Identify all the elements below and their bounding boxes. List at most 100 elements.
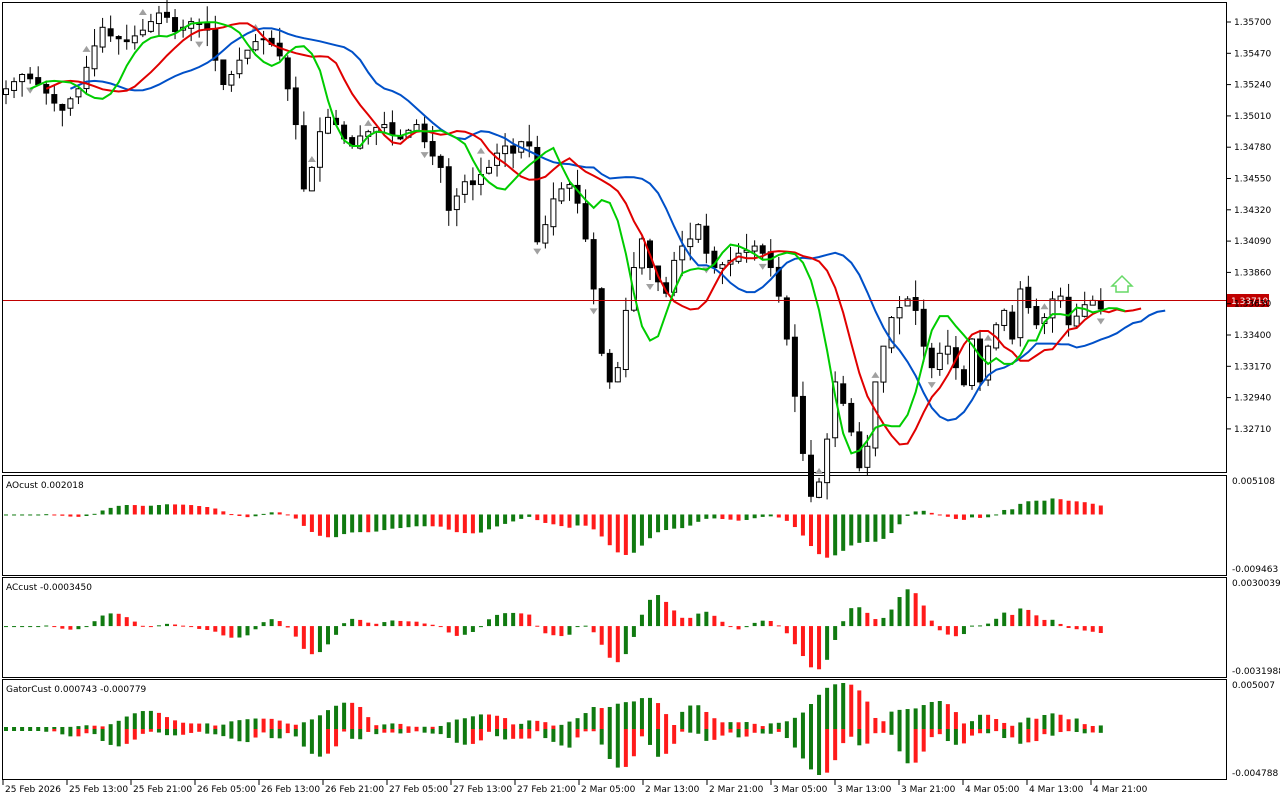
time-tick-label: 27 Feb 05:00 [389,785,448,795]
ac-histogram-bar [438,626,443,628]
gator-lower-bar [841,729,846,744]
candle-body [91,45,98,70]
ao-histogram-bar [438,514,443,527]
candle-body [11,81,18,91]
ao-histogram-bar [358,514,363,533]
gator-upper-bar [881,721,886,729]
gator-lower-bar [12,729,17,731]
gator-upper-bar [342,702,347,729]
gator-upper-bar [712,718,717,729]
ac-histogram-bar [140,625,145,627]
ao-histogram-bar [422,514,427,527]
gator-lower-bar [881,729,886,733]
fractal-arrow-icon [476,147,485,154]
gator-upper-bar [744,722,749,729]
ao-histogram-bar [696,514,701,522]
ac-histogram-bar [841,621,846,627]
candle-body [3,88,9,96]
ac-histogram-bar [44,625,49,627]
ac-histogram-bar [889,609,894,627]
price-tick-label: 1.33170 [1234,362,1271,372]
gator-lower-bar [784,729,789,739]
gator-lower-bar [148,729,153,732]
ao-histogram-bar [84,514,89,516]
time-tick-label: 4 Mar 13:00 [1029,785,1084,795]
ac-histogram-bar [1050,619,1055,627]
ao-histogram-bar [575,514,580,526]
ac-histogram-bar [470,626,475,632]
candle-body [1065,296,1072,326]
ac-histogram-bar [382,622,387,627]
gator-lower-bar [623,729,628,767]
ac-histogram-bar [487,619,491,627]
gator-lower-bar [245,729,250,743]
gator-upper-bar [76,726,81,729]
ac-histogram-bar [446,626,451,633]
candle-body [816,481,823,498]
gator-lower-bar [760,729,765,734]
gator-lower-bar [519,729,524,739]
ac-histogram-bar [857,607,862,627]
candle-body [437,155,444,168]
gator-upper-bar [945,704,950,729]
ac-histogram-bar [12,626,17,628]
gator-lower-bar [132,729,137,740]
candle-body [759,245,766,254]
gator-upper-bar [253,718,258,729]
gator-upper-bar [406,726,411,729]
ao-histogram-bar [744,514,749,520]
gator-upper-bar [398,723,403,729]
gator-upper-bar [20,727,25,729]
ac-histogram-bar [334,626,339,635]
gator-upper-bar [768,723,773,729]
gator-lower-bar [446,729,451,738]
gator-upper-bar [696,705,701,729]
ac-histogram-bar [20,626,25,628]
gator-upper-bar [623,702,628,729]
ao-histogram-bar [607,514,612,546]
gator-upper-bar [350,702,355,729]
gator-upper-bar [825,687,830,729]
fractal-arrow-icon [589,308,598,315]
gator-upper-bar [664,714,669,729]
candle-body [421,123,428,143]
gator-upper-bar [817,694,822,729]
ao-histogram-bar [36,514,41,516]
gator-upper-bar [913,708,918,729]
gator-upper-bar [390,723,395,729]
gator-lower-bar [945,729,950,742]
candle-body [751,245,758,252]
ac-histogram-bar [680,617,685,627]
gator-lower-bar [422,729,427,733]
gator-upper-bar [511,724,516,729]
gator-lower-bar [237,729,242,742]
gator-lower-bar [173,729,178,736]
gator-upper-bar [124,716,129,729]
candle-body [75,88,82,98]
ao-histogram-bar [825,514,830,558]
gator-upper-bar [809,704,813,729]
price-tick-label: 1.34550 [1234,175,1271,185]
candle-body [614,367,621,383]
gator-upper-bar [776,722,781,729]
time-tick-label: 26 Feb 05:00 [197,785,256,795]
gator-upper-bar [503,718,508,729]
gator-upper-bar [615,703,620,729]
ao-histogram-bar [156,505,161,515]
fractal-arrow-icon [871,371,880,378]
candle-body [1009,311,1016,340]
ao-histogram-bar [309,514,314,532]
ac-histogram-bar [728,626,733,628]
gator-lower-bar [124,729,129,744]
candle-body [542,224,549,244]
gator-lower-bar [277,729,282,739]
ac-histogram-bar [945,626,950,635]
candle-body [550,198,557,228]
gator-lower-bar [535,729,540,732]
candle-body [284,57,291,90]
gator-lower-bar [736,729,741,738]
gator-upper-bar [607,706,612,729]
gator-upper-bar [1002,722,1007,729]
ac-histogram-bar [881,617,886,627]
price-axis: 1.35700 1.35470 1.35240 1.35010 1.34780 1.345… [1226,18,1271,435]
